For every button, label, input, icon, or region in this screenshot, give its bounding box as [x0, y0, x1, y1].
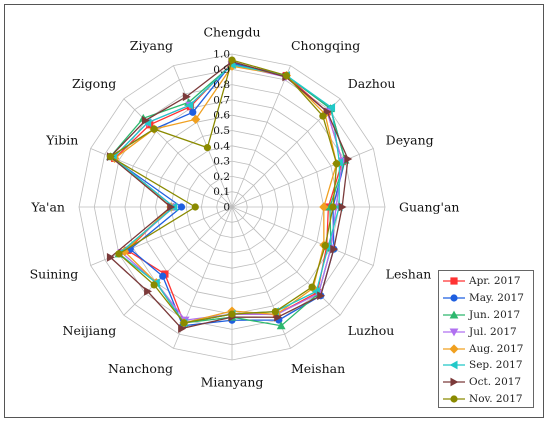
grid-spoke	[123, 206, 233, 316]
category-label: Suining	[30, 266, 79, 281]
legend-marker	[439, 291, 469, 305]
data-point	[321, 242, 329, 250]
legend-label: May. 2017	[469, 292, 524, 305]
legend-label: Aug. 2017	[469, 342, 524, 355]
legend-marker	[439, 308, 469, 322]
grid-spoke	[173, 65, 233, 208]
legend-label: Oct. 2017	[469, 376, 522, 389]
legend-marker	[439, 392, 469, 406]
data-point	[344, 154, 353, 164]
legend-item: Aug. 2017	[439, 340, 533, 357]
data-point	[329, 203, 337, 211]
data-point	[106, 153, 115, 161]
legend-item: Sep. 2017	[439, 357, 533, 374]
category-labels: Chengdu Chongqing Dazhou Deyang Guang'an Lesh…	[30, 25, 460, 390]
data-point	[338, 202, 347, 212]
data-point	[276, 321, 286, 330]
category-label: Nanchong	[108, 361, 173, 376]
category-label: Mianyang	[201, 375, 264, 390]
category-label: Luzhou	[348, 323, 395, 338]
legend-marker	[439, 342, 469, 356]
tick-label: 0.9	[213, 64, 230, 76]
category-label: Dazhou	[348, 76, 396, 91]
tick-label: 0.7	[213, 94, 230, 106]
figure-frame	[4, 4, 544, 418]
data-point	[308, 283, 316, 291]
legend-label: Nov. 2017	[469, 392, 523, 405]
data-point	[317, 291, 326, 301]
category-label: Chengdu	[203, 25, 260, 40]
legend-item: Jun. 2017	[439, 307, 533, 324]
legend-marker	[439, 358, 469, 372]
data-point	[178, 324, 187, 333]
legend-item: Apr. 2017	[439, 273, 533, 290]
data-point	[333, 160, 341, 168]
grid-spoke	[231, 148, 374, 208]
data-point	[167, 202, 176, 212]
data-point	[150, 281, 158, 289]
data-point	[327, 103, 336, 112]
legend: Apr. 2017 May. 2017 Jun. 2017 Jul. 2017 Aug.…	[438, 270, 534, 408]
legend-label: Sep. 2017	[469, 359, 523, 372]
legend-label: Apr. 2017	[469, 275, 521, 288]
category-label: Zigong	[72, 76, 116, 91]
tick-label: 1.0	[213, 49, 230, 61]
radial-tick-labels: 0 0.1 0.2 0.3 0.4 0.5 0.6 0.7 0.8 0.9 1.0	[213, 49, 230, 214]
tick-label: 0.6	[213, 110, 230, 122]
data-point	[319, 202, 329, 212]
tick-label: 0.1	[213, 186, 230, 198]
category-label: Ziyang	[130, 38, 173, 53]
category-label: Deyang	[386, 133, 434, 148]
category-label: Ya'an	[30, 200, 65, 215]
data-point	[271, 308, 279, 316]
data-point	[106, 252, 115, 262]
data-point	[141, 116, 150, 125]
data-point	[159, 272, 167, 280]
tick-label: 0	[223, 202, 230, 214]
data-point	[228, 56, 236, 64]
data-point	[282, 71, 291, 80]
data-point	[185, 100, 194, 110]
tick-label: 0.3	[213, 156, 230, 168]
data-point	[203, 144, 212, 152]
legend-item: Jul. 2017	[439, 323, 533, 340]
legend-item: Oct. 2017	[439, 374, 533, 391]
data-point	[319, 112, 327, 120]
category-label: Yibin	[45, 133, 78, 148]
category-label: Leshan	[386, 266, 432, 281]
data-point	[177, 203, 186, 211]
legend-label: Jun. 2017	[469, 308, 521, 321]
legend-marker	[439, 325, 469, 339]
legend-label: Jul. 2017	[469, 325, 517, 338]
data-point	[189, 108, 197, 116]
data-point	[115, 250, 123, 258]
data-point	[191, 114, 201, 124]
grid-spoke	[231, 206, 374, 266]
grid-spoke	[231, 65, 291, 208]
category-label: Chongqing	[291, 38, 360, 53]
data-point	[144, 286, 153, 296]
tick-label: 0.4	[213, 140, 230, 152]
legend-item: May. 2017	[439, 290, 533, 307]
legend-item: Nov. 2017	[439, 391, 533, 408]
tick-label: 0.5	[213, 125, 230, 137]
category-label: Neijiang	[63, 323, 117, 338]
legend-marker	[439, 375, 469, 389]
category-label: Guang'an	[399, 200, 459, 215]
data-point	[330, 244, 339, 254]
legend-marker	[439, 274, 469, 288]
tick-label: 0.2	[213, 171, 230, 183]
data-point	[150, 125, 158, 133]
grid-spoke	[90, 206, 233, 266]
data-point	[191, 203, 199, 211]
data-point	[228, 310, 236, 318]
data-point	[182, 92, 191, 102]
series-8	[106, 56, 341, 327]
radar-grid	[78, 53, 386, 361]
category-label: Meishan	[291, 361, 345, 376]
data-point	[180, 319, 188, 327]
tick-label: 0.8	[213, 79, 230, 91]
